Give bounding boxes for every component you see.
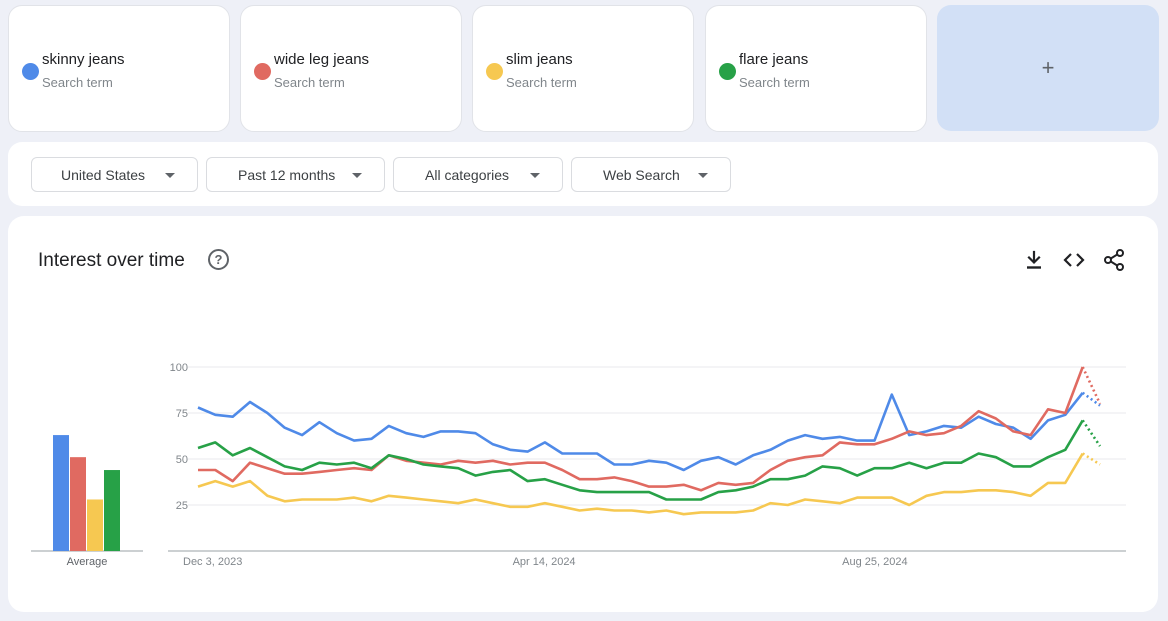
x-tick-label: Apr 14, 2024 [513, 556, 576, 568]
series-line [197, 452, 1084, 516]
search-term-card-wide-leg-jeans[interactable]: wide leg jeans Search term [240, 5, 462, 132]
time-range-dropdown-value: Past 12 months [238, 166, 336, 183]
search-term-type: Search term [274, 75, 345, 90]
caret-down-icon [698, 173, 708, 178]
y-tick-label: 75 [176, 408, 188, 420]
average-bar [70, 457, 86, 551]
series-line [197, 419, 1084, 501]
caret-down-icon [530, 173, 540, 178]
interest-chart[interactable]: Average 25 50 75 100 Dec 3, 2023 Apr 14, 2024… [8, 216, 1158, 612]
average-bar [53, 435, 69, 551]
series-color-dot [22, 63, 39, 80]
average-label: Average [67, 556, 108, 568]
average-bar [87, 499, 103, 551]
filter-bar: United States Past 12 months All categor… [8, 142, 1158, 206]
x-tick-label: Dec 3, 2023 [183, 556, 242, 568]
category-dropdown-value: All categories [425, 166, 510, 183]
y-tick-label: 100 [170, 362, 188, 374]
series-color-dot [254, 63, 271, 80]
y-tick-label: 25 [176, 500, 188, 512]
search-term-name: slim jeans [506, 51, 573, 68]
average-bar [104, 470, 120, 551]
y-tick-label: 50 [176, 454, 188, 466]
series-color-dot [486, 63, 503, 80]
region-dropdown[interactable]: United States [31, 157, 198, 192]
caret-down-icon [165, 173, 175, 178]
share-icon[interactable] [1102, 248, 1126, 272]
interest-over-time-card: Interest over time ? Average 25 50 75 100 De… [8, 216, 1158, 612]
search-term-card-slim-jeans[interactable]: slim jeans Search term [472, 5, 694, 132]
x-tick-label: Aug 25, 2024 [842, 556, 907, 568]
series-line [197, 391, 1084, 472]
help-glyph: ? [214, 252, 223, 267]
search-term-type: Search term [739, 75, 810, 90]
embed-code-icon[interactable] [1062, 248, 1086, 272]
region-dropdown-value: United States [61, 166, 146, 183]
search-term-name: skinny jeans [42, 51, 125, 68]
search-type-dropdown-value: Web Search [603, 166, 680, 183]
caret-down-icon [352, 173, 362, 178]
search-term-card-skinny-jeans[interactable]: skinny jeans Search term [8, 5, 230, 132]
series-partial-segment [1082, 452, 1101, 466]
category-dropdown[interactable]: All categories [393, 157, 563, 192]
series-partial-segment [1081, 366, 1102, 405]
series-partial-segment [1081, 391, 1101, 407]
search-term-type: Search term [506, 75, 577, 90]
search-term-name: flare jeans [739, 51, 809, 68]
help-icon[interactable]: ? [208, 249, 229, 270]
search-term-name: wide leg jeans [274, 51, 370, 68]
series-color-dot [719, 63, 736, 80]
search-term-card-flare-jeans[interactable]: flare jeans Search term [705, 5, 927, 132]
time-range-dropdown[interactable]: Past 12 months [206, 157, 385, 192]
series-partial-segment [1081, 419, 1102, 447]
plus-icon: + [1041, 55, 1055, 80]
section-title: Interest over time [38, 250, 185, 271]
search-term-type: Search term [42, 75, 113, 90]
series-line [198, 366, 1084, 492]
download-icon[interactable] [1022, 248, 1046, 272]
add-comparison-button[interactable]: + [937, 5, 1159, 131]
search-type-dropdown[interactable]: Web Search [571, 157, 731, 192]
